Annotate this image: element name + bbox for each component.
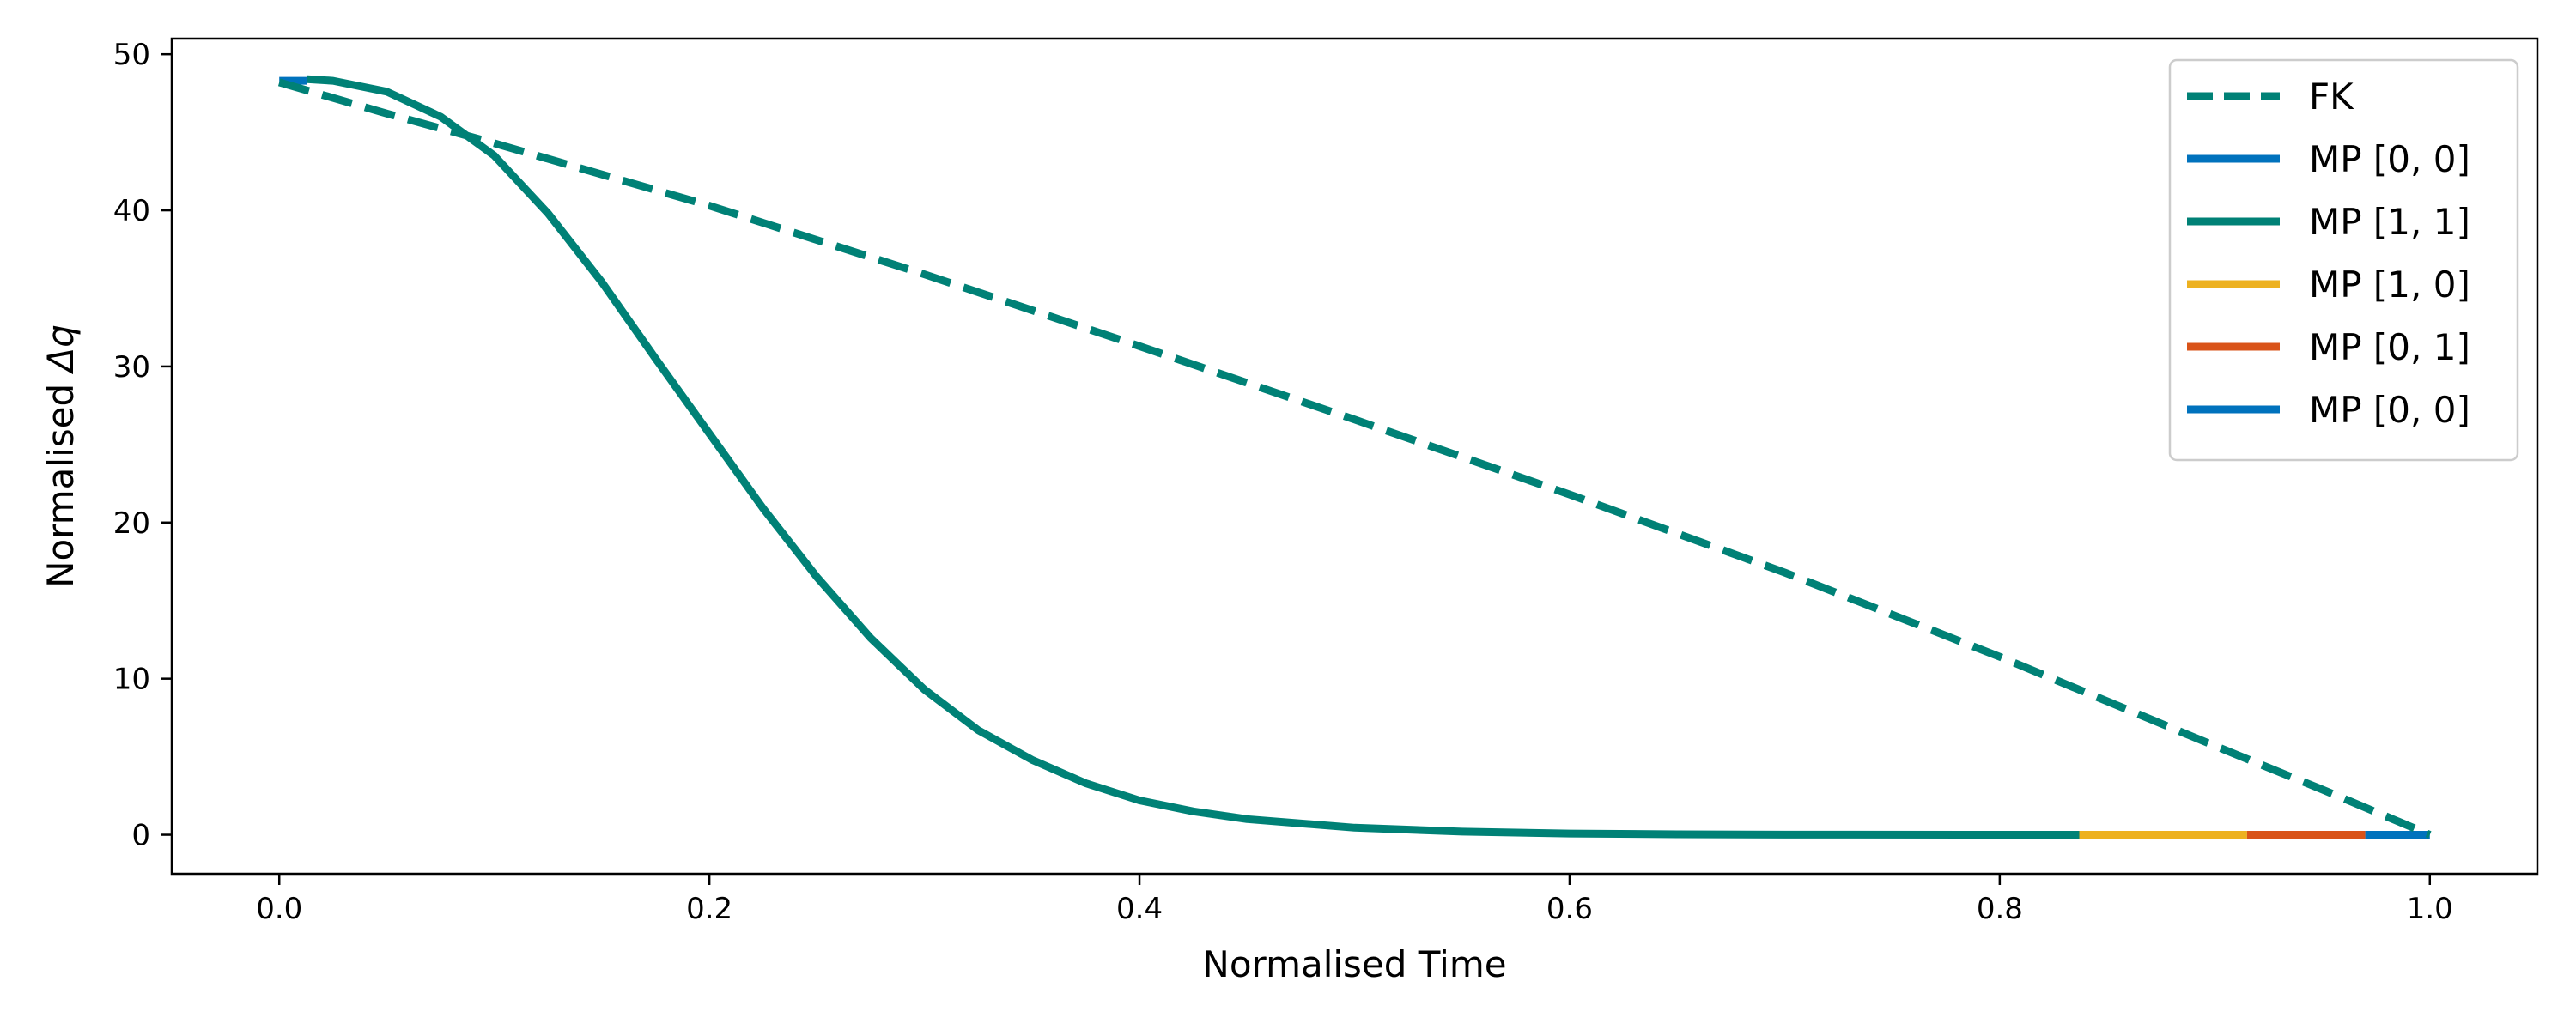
legend-label-1: MP [0, 0]: [2309, 138, 2470, 180]
series-line-2: [307, 75, 2080, 839]
y-axis-label-symbol: Δq: [39, 324, 82, 374]
legend-label-4: MP [0, 1]: [2309, 326, 2470, 368]
y-axis-label: Normalised Δq: [39, 324, 82, 588]
series-layer: [277, 75, 2432, 839]
legend-label-3: MP [1, 0]: [2309, 264, 2470, 306]
y-tick-label: 30: [113, 350, 150, 385]
x-tick-label: 0.8: [1977, 892, 2023, 926]
y-tick-label: 50: [113, 38, 150, 72]
series-line-0: [277, 78, 2432, 839]
y-tick-label: 0: [131, 819, 150, 853]
legend-label-0: FK: [2309, 76, 2354, 118]
x-tick-label: 0.6: [1546, 892, 1593, 926]
x-axis-label: Normalised Time: [1202, 943, 1506, 985]
plot-frame: [170, 37, 2539, 876]
x-tick-label: 0.0: [256, 892, 302, 926]
legend-label-5: MP [0, 0]: [2309, 389, 2470, 431]
x-tick-label: 1.0: [2407, 892, 2453, 926]
y-axis-label-prefix: Normalised: [39, 373, 82, 588]
y-tick-label: 40: [113, 194, 150, 228]
x-tick-label: 0.4: [1116, 892, 1163, 926]
x-tick-label: 0.2: [686, 892, 732, 926]
legend-label-2: MP [1, 1]: [2309, 201, 2470, 243]
axes-layer: 0.0 0.2 0.4 0.6 0.8 1.0 0 10 20 30 40 50: [113, 38, 2453, 926]
y-tick-label: 20: [113, 506, 150, 541]
y-tick-label: 10: [113, 663, 150, 697]
legend: FK MP [0, 0] MP [1, 1] MP [1, 0] MP [0, 1] MP…: [2168, 58, 2519, 462]
